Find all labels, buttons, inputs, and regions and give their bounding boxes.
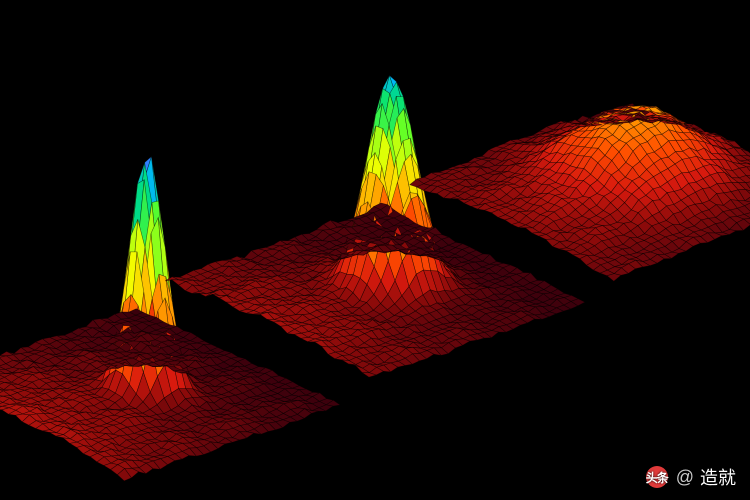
watermark: 头条 @ 造就 [646,464,736,490]
surface-plot-3d [0,0,750,500]
watermark-author: 造就 [700,464,736,490]
toutiao-logo-icon: 头条 [646,466,668,488]
watermark-at: @ [676,467,694,488]
surface-svg [0,0,750,500]
